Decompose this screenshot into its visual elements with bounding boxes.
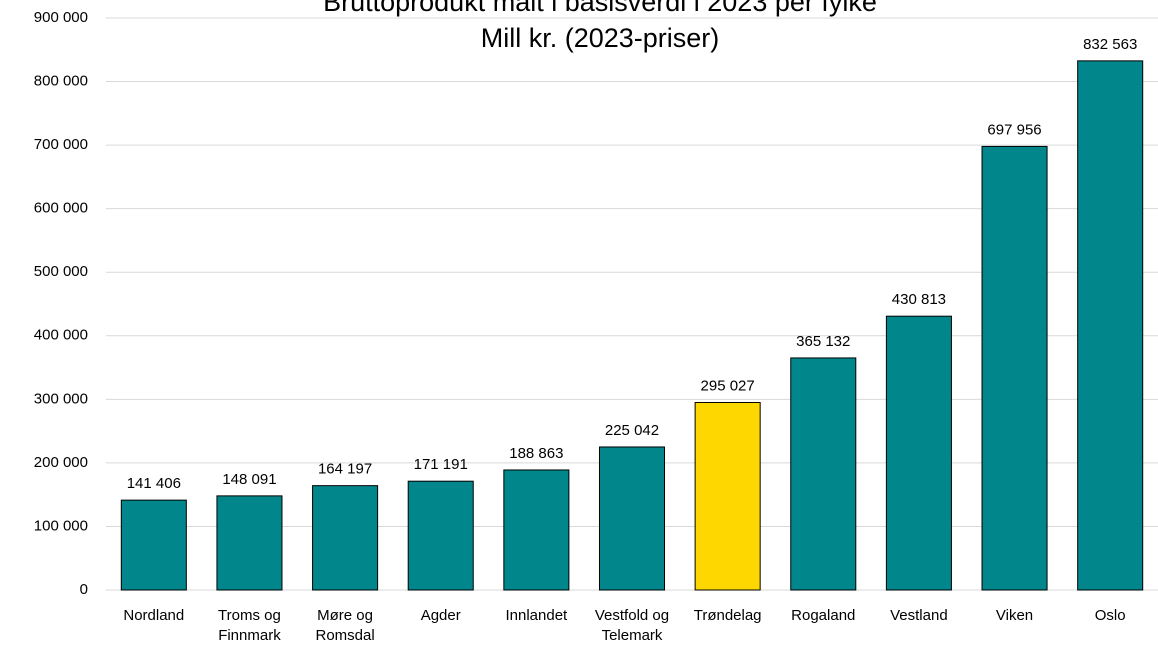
- x-tick-label: Innlandet: [505, 607, 568, 624]
- y-tick-label: 600 000: [34, 200, 88, 217]
- x-tick-label: Møre og Romsdal: [315, 607, 375, 644]
- chart-subtitle: Mill kr. (2023-priser): [481, 23, 720, 53]
- bar: [216, 495, 283, 591]
- y-tick-label: 300 000: [34, 390, 88, 407]
- y-tick-label: 800 000: [34, 73, 88, 90]
- bar: [407, 480, 474, 591]
- value-label: 697 956: [987, 121, 1041, 138]
- x-tick-label: Nordland: [123, 607, 185, 624]
- value-label: 148 091: [222, 471, 276, 488]
- x-tick-label: Vestfold og Telemark: [594, 607, 670, 644]
- y-tick-label: 100 000: [34, 517, 88, 534]
- bar: [885, 315, 952, 591]
- value-label: 832 563: [1083, 36, 1137, 53]
- x-tick-label: Vestland: [890, 607, 948, 624]
- y-tick-label: 400 000: [34, 327, 88, 344]
- value-label: 164 197: [318, 461, 372, 478]
- value-label: 188 863: [509, 445, 563, 462]
- bar: [981, 145, 1048, 591]
- y-tick-label: 500 000: [34, 263, 88, 280]
- value-label: 171 191: [414, 456, 468, 473]
- x-tick-label: Oslo: [1094, 607, 1126, 624]
- x-tick-label: Viken: [995, 607, 1034, 624]
- y-tick-label: 700 000: [34, 136, 88, 153]
- value-label: 295 027: [701, 377, 755, 394]
- bar: [503, 469, 570, 591]
- value-label: 225 042: [605, 422, 659, 439]
- bar: [120, 499, 187, 591]
- y-tick-label: 900 000: [34, 9, 88, 26]
- value-label: 430 813: [892, 291, 946, 308]
- bar: [694, 401, 761, 591]
- chart-title: Bruttoprodukt målt i basisverdi i 2023 p…: [323, 0, 877, 17]
- bar: [598, 446, 666, 591]
- bar: [1077, 60, 1144, 591]
- value-label: 365 132: [796, 333, 850, 350]
- x-tick-label: Trøndelag: [693, 607, 762, 624]
- x-tick-label: Troms og Finnmark: [218, 607, 281, 644]
- bar: [790, 357, 857, 591]
- bar: [312, 485, 379, 591]
- y-tick-label: 0: [80, 581, 88, 598]
- value-label: 141 406: [127, 475, 181, 492]
- y-tick-label: 200 000: [34, 454, 88, 471]
- x-tick-label: Agder: [420, 607, 461, 624]
- x-tick-label: Rogaland: [791, 607, 856, 624]
